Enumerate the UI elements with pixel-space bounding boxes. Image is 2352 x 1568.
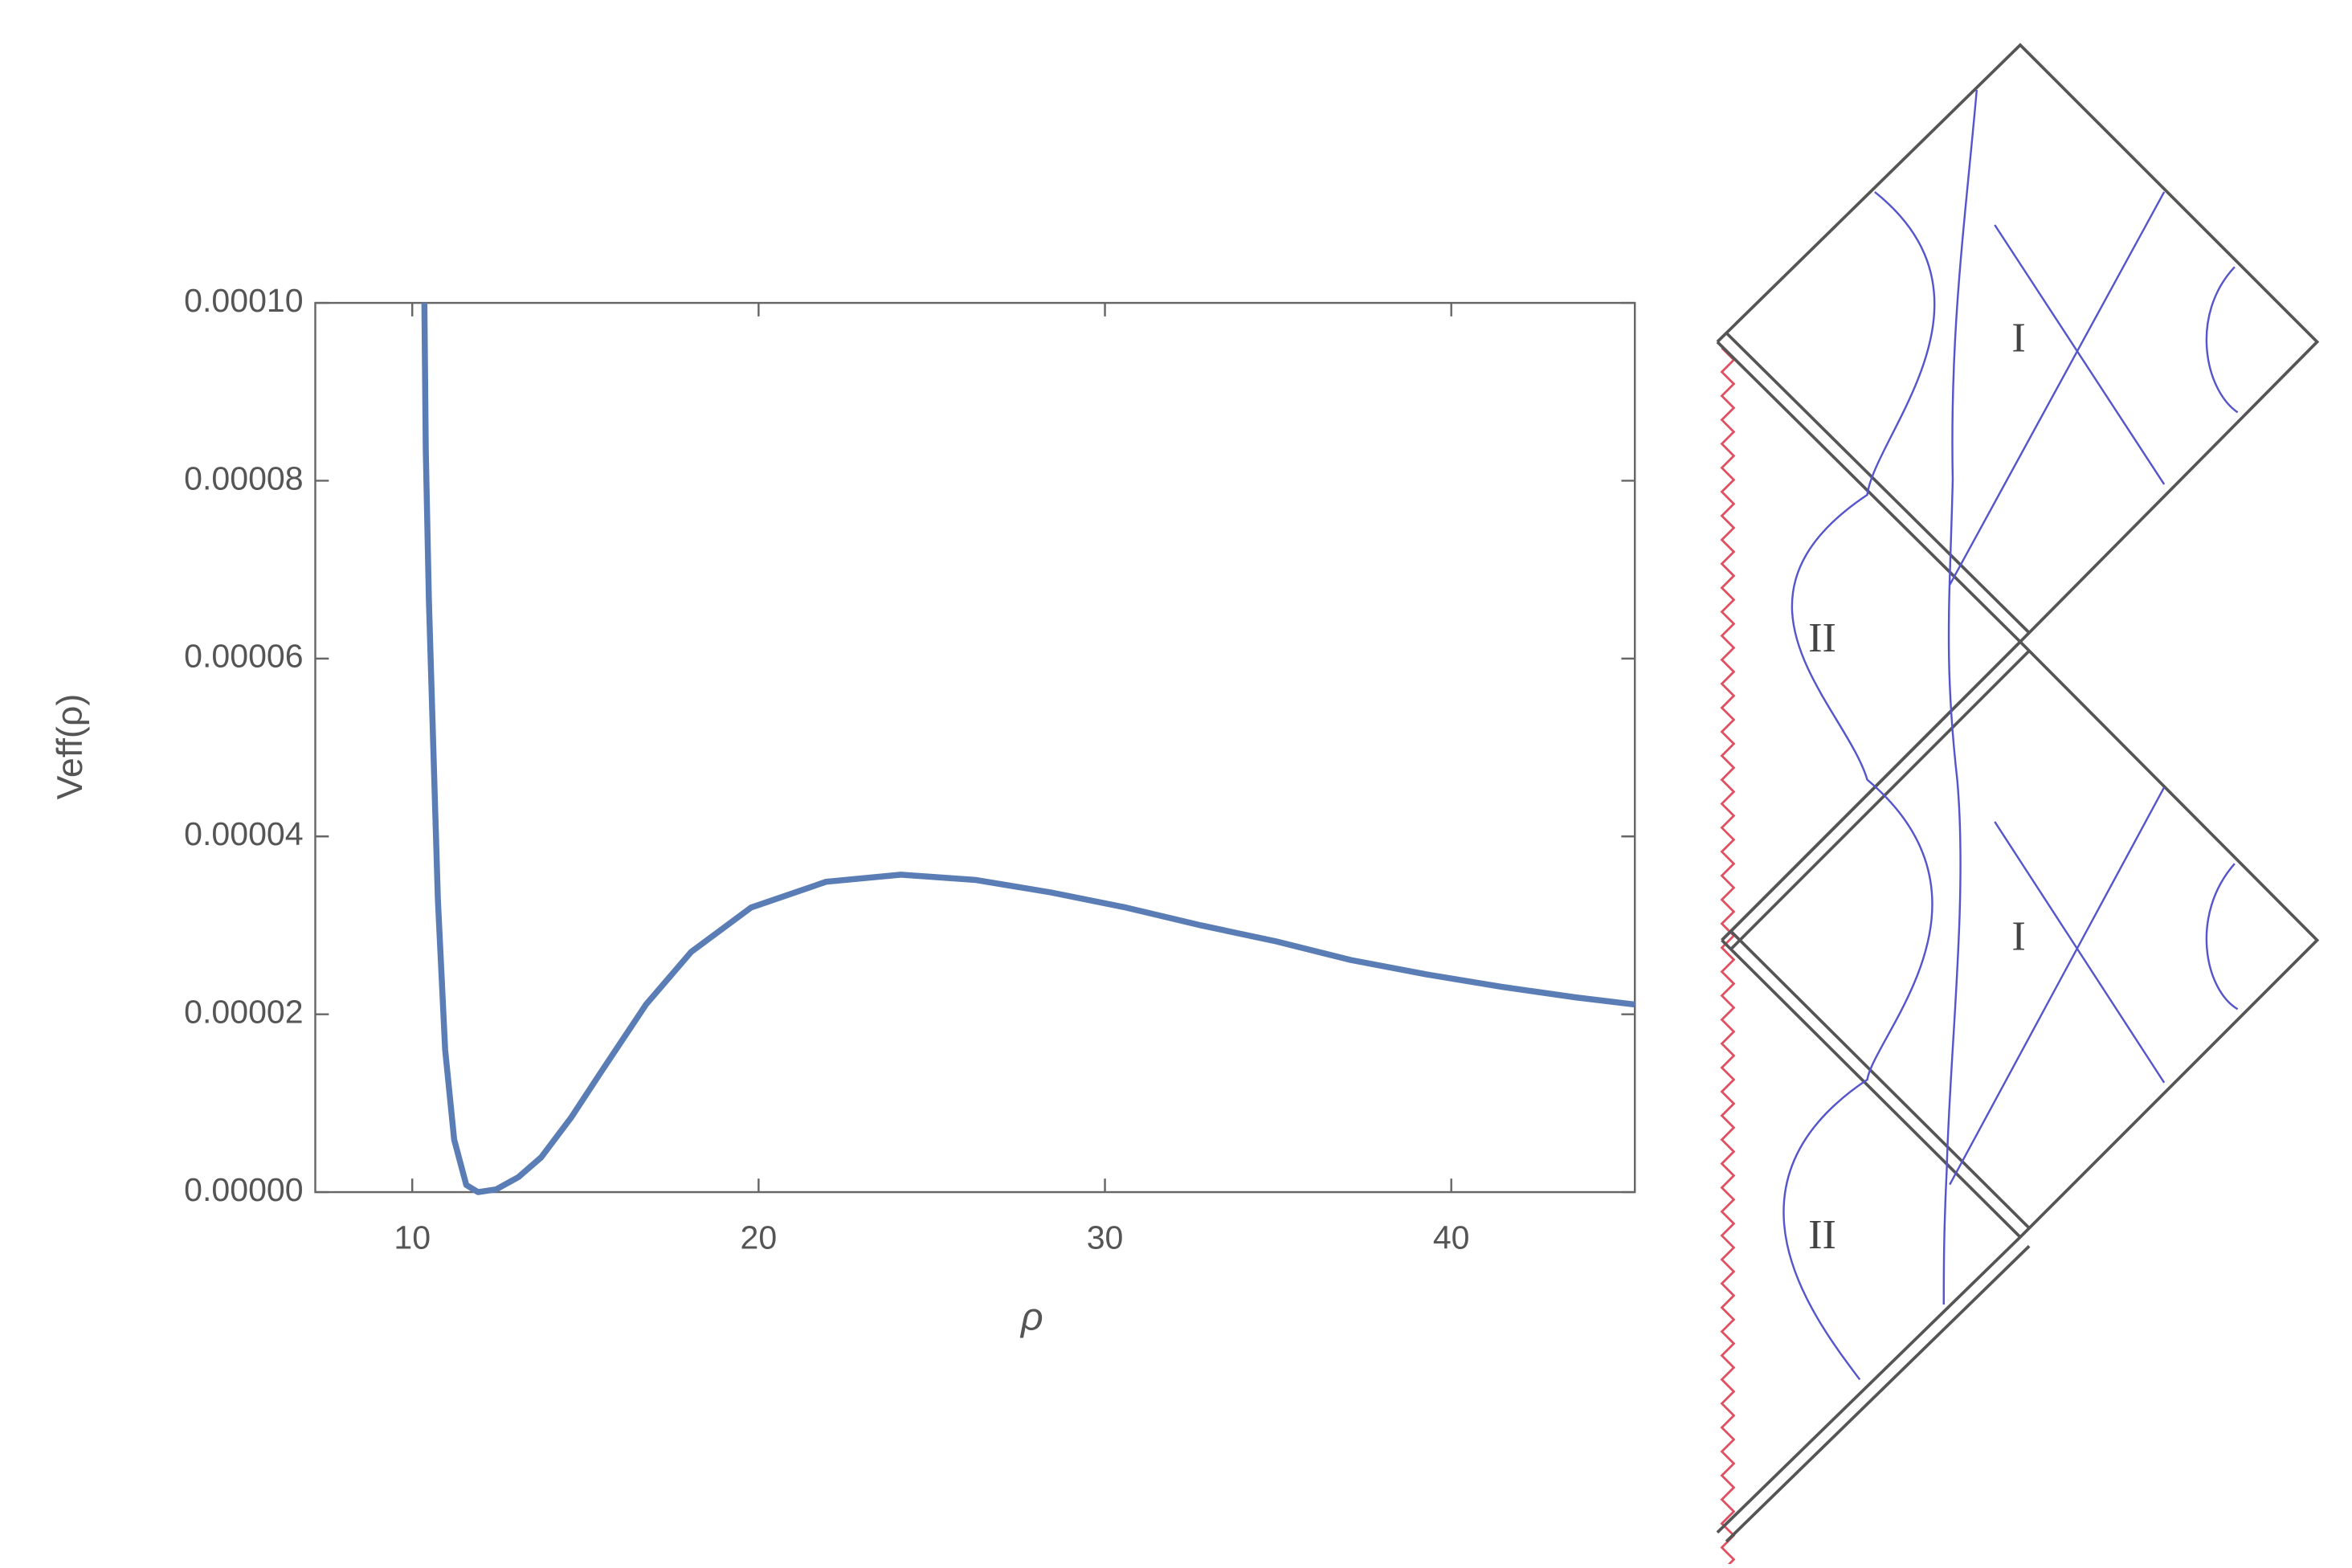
y-tick-label: 0.00006 (184, 638, 303, 675)
x-tick-label: 40 (1433, 1219, 1470, 1256)
y-tick-label: 0.00008 (184, 459, 303, 496)
x-tick-label: 10 (394, 1219, 431, 1256)
penrose-diagram: I II I II (1716, 43, 2320, 1568)
singularity (1720, 347, 1736, 1568)
region-label: II (1808, 615, 1836, 661)
x-axis-label: ρ (1019, 1296, 1043, 1339)
y-axis-label: Veff(ρ) (50, 694, 90, 800)
y-tick-label: 0.00004 (184, 815, 303, 852)
region-label: II (1808, 1211, 1836, 1258)
y-tick-label: 0.00000 (184, 1171, 303, 1208)
worldlines (1782, 89, 2239, 1381)
x-tick-label: 20 (741, 1219, 778, 1256)
y-tick-label: 0.00002 (184, 994, 303, 1031)
region-label: I (2011, 913, 2025, 959)
plot-frame (314, 301, 1636, 1194)
y-tick-label: 0.00010 (184, 282, 303, 319)
region-label: I (2011, 315, 2025, 361)
data-line (421, 303, 1635, 1195)
diamond-edges (1716, 43, 2320, 1543)
x-tick-label: 30 (1087, 1219, 1124, 1256)
